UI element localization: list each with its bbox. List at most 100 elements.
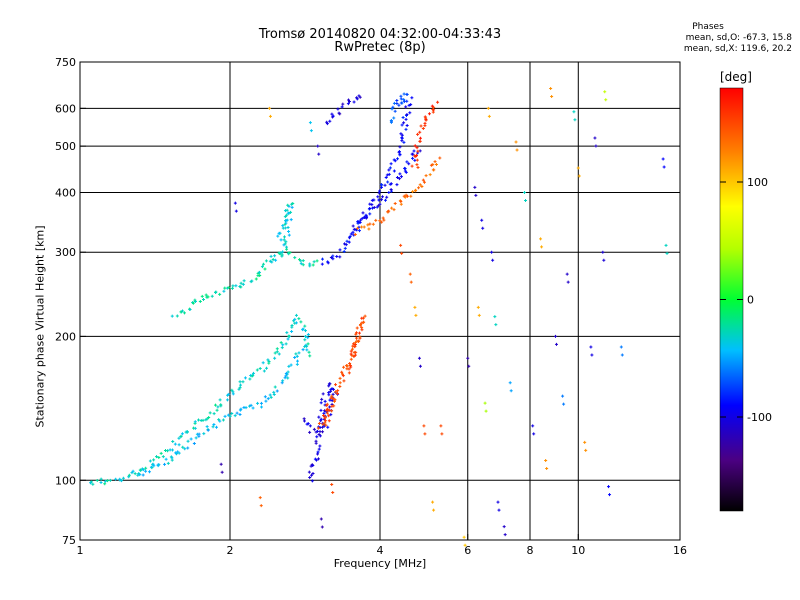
data-point [399, 97, 403, 101]
data-point [291, 202, 295, 206]
x-tick-label: 4 [377, 544, 384, 557]
data-point [355, 97, 359, 101]
data-point [310, 479, 314, 483]
data-point [95, 479, 99, 483]
data-point [366, 223, 370, 227]
data-point [157, 456, 161, 460]
data-point [496, 500, 500, 504]
data-point [271, 257, 275, 261]
data-point [214, 403, 218, 407]
data-point [177, 443, 181, 447]
data-point [407, 162, 411, 166]
data-point [399, 200, 403, 204]
data-point [270, 260, 274, 264]
data-point [289, 363, 293, 367]
data-point [174, 451, 178, 455]
data-point [320, 257, 324, 261]
data-point [412, 149, 416, 153]
data-point [418, 130, 422, 134]
data-point [212, 412, 216, 416]
data-point [210, 294, 214, 298]
data-point [324, 408, 328, 412]
data-point [325, 403, 329, 407]
data-point [177, 451, 181, 455]
data-point [531, 424, 535, 428]
data-point [355, 226, 359, 230]
data-point [273, 254, 277, 258]
data-point [415, 146, 419, 150]
data-point [423, 121, 427, 125]
data-point [288, 251, 292, 255]
data-point [343, 246, 347, 250]
data-point [359, 218, 363, 222]
data-point [260, 405, 264, 409]
data-point [398, 172, 402, 176]
data-point [323, 409, 327, 413]
data-point [389, 162, 393, 166]
data-point [415, 163, 419, 167]
data-point [175, 314, 179, 318]
data-point [589, 345, 593, 349]
data-point [118, 477, 122, 481]
data-point [206, 428, 210, 432]
data-point [264, 259, 268, 263]
data-point [427, 112, 431, 116]
data-point [223, 286, 227, 290]
x-axis-label: Frequency [MHz] [333, 557, 427, 570]
data-point [299, 320, 303, 324]
data-point [299, 262, 303, 266]
data-point [310, 473, 314, 477]
data-point [321, 422, 325, 426]
data-point [368, 212, 372, 216]
data-point [414, 313, 418, 317]
data-point [285, 331, 289, 335]
data-point [243, 376, 247, 380]
colorbar-tick-label: -100 [747, 411, 772, 424]
y-tick-label: 300 [55, 246, 76, 259]
data-point [376, 195, 380, 199]
data-point [285, 245, 289, 249]
data-point [259, 504, 263, 508]
data-point [152, 458, 156, 462]
data-point [402, 99, 406, 103]
data-point [319, 408, 323, 412]
data-point [418, 183, 422, 187]
data-point [327, 419, 331, 423]
data-point [360, 316, 364, 320]
x-tick-label: 10 [571, 544, 585, 557]
data-point [181, 309, 185, 313]
data-point [316, 144, 320, 148]
data-point [493, 315, 497, 319]
data-point [327, 391, 331, 395]
data-point [233, 201, 237, 205]
data-point [318, 444, 322, 448]
data-point [286, 370, 290, 374]
data-point [248, 404, 252, 408]
data-point [384, 176, 388, 180]
data-point [301, 259, 305, 263]
colorbar-unit: [deg] [720, 70, 752, 84]
data-point [476, 305, 480, 309]
data-point [409, 194, 413, 198]
data-point [374, 218, 378, 222]
data-point [395, 99, 399, 103]
data-point [308, 121, 312, 125]
data-point [338, 248, 342, 252]
data-point [302, 417, 306, 421]
data-point [275, 389, 279, 393]
data-point [303, 338, 307, 342]
data-point [303, 324, 307, 328]
data-point [336, 389, 340, 393]
data-point [297, 317, 301, 321]
data-point [301, 328, 305, 332]
data-point [483, 401, 487, 405]
data-point [347, 98, 351, 102]
data-point [396, 157, 400, 161]
data-point [228, 414, 232, 418]
data-point [331, 490, 335, 494]
data-point [436, 100, 440, 104]
data-point [325, 120, 329, 124]
data-point [257, 271, 261, 275]
data-point [359, 323, 363, 326]
data-point [319, 517, 323, 521]
